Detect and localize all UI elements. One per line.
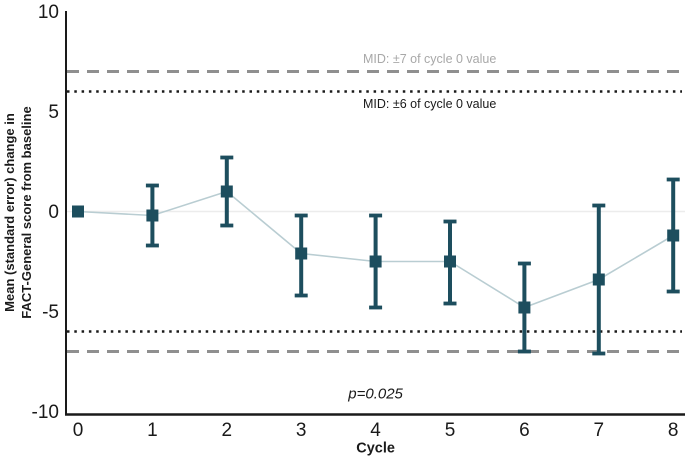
x-tick-label-2: 2 (222, 420, 233, 441)
y-tick-label-0: 0 (48, 202, 59, 223)
y-tick-label--5: -5 (42, 302, 59, 323)
mid-line-label-6: MID: ±6 of cycle 0 value (363, 97, 496, 111)
x-tick-label-4: 4 (370, 420, 381, 441)
x-tick-label-1: 1 (147, 420, 158, 441)
x-tick-label-8: 8 (668, 420, 679, 441)
x-tick-label-0: 0 (73, 420, 84, 441)
y-tick-label--10: -10 (32, 402, 59, 423)
x-axis-title: Cycle (356, 441, 395, 457)
x-tick-label-5: 5 (445, 420, 456, 441)
x-tick-label-7: 7 (594, 420, 605, 441)
data-point-cycle-0 (72, 205, 84, 218)
x-tick-label-6: 6 (519, 420, 530, 441)
data-point-cycle-4 (369, 255, 382, 268)
data-point-cycle-5 (444, 255, 456, 268)
x-tick-label-3: 3 (296, 420, 307, 441)
y-tick-label-5: 5 (48, 102, 59, 123)
data-point-cycle-7 (592, 273, 605, 286)
data-point-cycle-8 (667, 229, 680, 242)
data-point-cycle-6 (518, 301, 531, 314)
data-point-cycle-2 (220, 185, 233, 198)
data-point-cycle-3 (295, 247, 308, 260)
y-tick-label-10: 10 (38, 2, 59, 23)
p-value-annotation: p=0.025 (347, 386, 403, 403)
mid-line-label-7: MID: ±7 of cycle 0 value (363, 52, 496, 66)
data-point-cycle-1 (146, 209, 159, 222)
